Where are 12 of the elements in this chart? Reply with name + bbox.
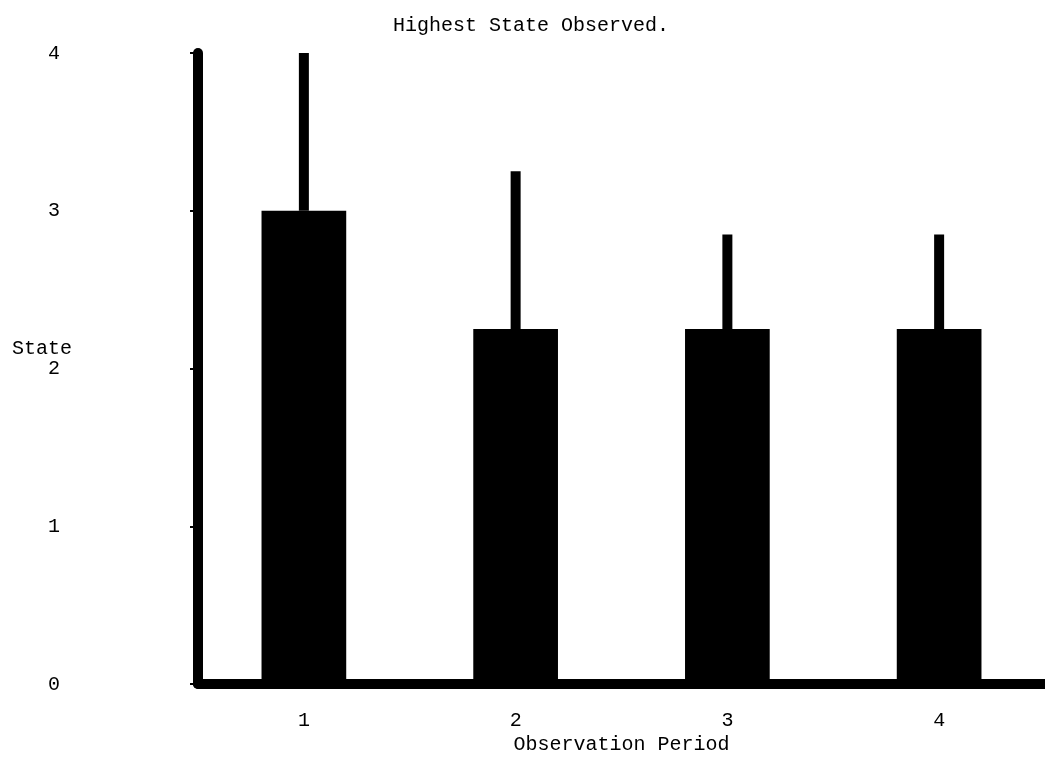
x-tick-label: 4 <box>933 708 946 732</box>
x-tick-label: 3 <box>721 708 734 732</box>
y-tick-label: 2 <box>48 357 61 380</box>
x-axis-title: Observation Period <box>513 733 730 757</box>
x-tick-label: 2 <box>509 708 522 732</box>
y-tick-label: 1 <box>48 514 61 538</box>
y-tick-label: 0 <box>48 672 61 696</box>
y-tick-label: 4 <box>48 41 61 65</box>
x-tick-label: 1 <box>297 708 310 732</box>
y-tick-label: 3 <box>48 199 61 223</box>
y-axis-title: State <box>12 336 73 360</box>
chart-title: Highest State Observed. <box>393 13 670 37</box>
